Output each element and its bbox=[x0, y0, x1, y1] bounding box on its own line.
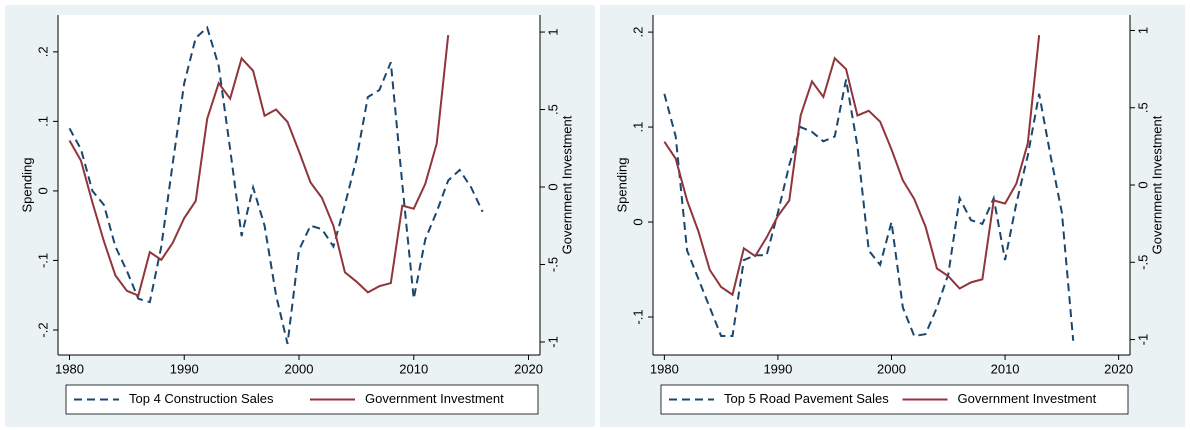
y2-tick-label: -1 bbox=[545, 336, 560, 348]
y-tick-label: .2 bbox=[35, 46, 50, 57]
plot-area bbox=[653, 15, 1130, 355]
x-tick-label: 2010 bbox=[399, 361, 428, 376]
y-tick-label: -.2 bbox=[35, 322, 50, 337]
chart-panel: 1980 1990 2000 2010 2020 -.1 0 .1 .2 -1 -.5 0 .5 1 Spe… bbox=[600, 5, 1185, 427]
y2-tick-label: 0 bbox=[1135, 181, 1150, 188]
plot-area bbox=[58, 15, 540, 355]
y-tick-label: 0 bbox=[630, 218, 645, 225]
y-tick-label: -.1 bbox=[35, 253, 50, 268]
legend-label: Top 5 Road Pavement Sales bbox=[724, 391, 889, 406]
series-line bbox=[68, 35, 450, 297]
y-axis-label: Spending bbox=[19, 158, 34, 213]
y-tick-label: .1 bbox=[630, 122, 645, 133]
x-tick-label: 2020 bbox=[1104, 361, 1133, 376]
y2-axis-label: Government Investment bbox=[559, 115, 574, 254]
y-tick-label: 0 bbox=[35, 187, 50, 194]
y-tick-label: -.1 bbox=[630, 309, 645, 324]
y2-axis-label: Government Investment bbox=[1149, 115, 1164, 254]
legend-box bbox=[65, 384, 539, 415]
series-line bbox=[68, 25, 484, 345]
x-tick-label: 2020 bbox=[514, 361, 543, 376]
y2-tick-label: .5 bbox=[545, 104, 560, 115]
legend-label: Government Investment bbox=[958, 391, 1097, 406]
y2-tick-label: -.5 bbox=[545, 257, 560, 272]
legend-label: Top 4 Construction Sales bbox=[129, 391, 274, 406]
legend-box bbox=[660, 384, 1129, 415]
x-tick-label: 1980 bbox=[650, 361, 679, 376]
x-tick-label: 1990 bbox=[763, 361, 792, 376]
y-tick-label: .2 bbox=[630, 27, 645, 38]
y2-tick-label: 1 bbox=[1135, 27, 1150, 34]
legend-label: Government Investment bbox=[365, 391, 504, 406]
series-line bbox=[663, 34, 1041, 297]
chart-panel: 1980 1990 2000 2010 2020 -.2 -.1 0 .1 .2 -1 -.5 0 .5 1… bbox=[5, 5, 595, 427]
y2-tick-label: 1 bbox=[545, 28, 560, 35]
y2-tick-label: .5 bbox=[1135, 102, 1150, 113]
y-axis-label: Spending bbox=[614, 158, 629, 213]
x-tick-label: 2000 bbox=[285, 361, 314, 376]
x-tick-label: 1980 bbox=[55, 361, 84, 376]
x-tick-label: 1990 bbox=[170, 361, 199, 376]
x-tick-label: 2000 bbox=[877, 361, 906, 376]
y-tick-label: .1 bbox=[35, 116, 50, 127]
y2-tick-label: -.5 bbox=[1135, 255, 1150, 270]
y2-tick-label: 0 bbox=[545, 183, 560, 190]
series-line bbox=[663, 79, 1075, 341]
y2-tick-label: -1 bbox=[1135, 334, 1150, 346]
x-tick-label: 2010 bbox=[991, 361, 1020, 376]
